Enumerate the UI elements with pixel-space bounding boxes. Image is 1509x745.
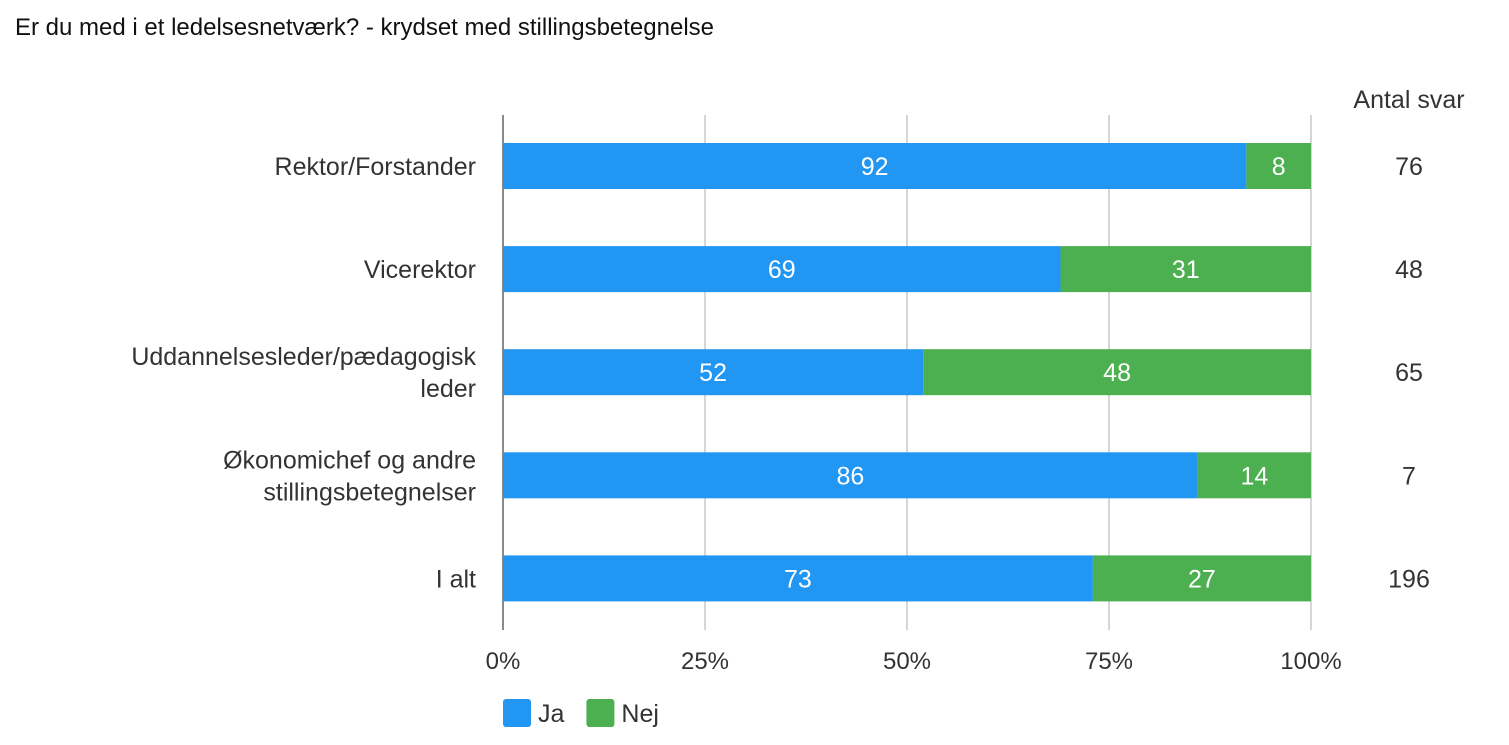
bar-segment-nej bbox=[1246, 143, 1311, 189]
x-tick-label: 0% bbox=[486, 648, 521, 675]
bar-segment-nej bbox=[1092, 555, 1311, 602]
count-value: 48 bbox=[1395, 256, 1423, 284]
category-label: Rektor/Forstander bbox=[275, 153, 476, 181]
x-axis-ticks: 0% 25% 50% 75% 100% bbox=[486, 648, 1342, 675]
bars: 92 8 69 31 52 48 86 14 73 27 bbox=[503, 143, 1311, 602]
bar-value-label: 8 bbox=[1272, 153, 1286, 181]
count-value: 7 bbox=[1402, 462, 1416, 490]
bar-value-label: 14 bbox=[1241, 462, 1269, 490]
count-header: Antal svar bbox=[1353, 86, 1464, 114]
category-label: Økonomichef og andre bbox=[223, 446, 476, 474]
bar-value-label: 52 bbox=[699, 359, 727, 387]
x-tick-label: 100% bbox=[1280, 648, 1341, 675]
count-value: 76 bbox=[1395, 153, 1423, 181]
count-value: 65 bbox=[1395, 359, 1423, 387]
chart-title: Er du med i et ledelsesnetværk? - krydse… bbox=[15, 14, 714, 41]
bar-segment-nej bbox=[923, 349, 1311, 396]
legend-swatch-ja bbox=[503, 699, 531, 727]
bar-value-label: 73 bbox=[784, 565, 812, 593]
bar-value-label: 27 bbox=[1188, 565, 1216, 593]
category-label: stillingsbetegnelser bbox=[263, 478, 476, 506]
category-label: leder bbox=[420, 375, 476, 403]
bar-value-label: 86 bbox=[837, 462, 865, 490]
bar-value-label: 92 bbox=[861, 153, 889, 181]
counts-column: Antal svar 76 48 65 7 196 bbox=[1353, 86, 1464, 593]
bar-segment-nej bbox=[1060, 246, 1311, 293]
bar-segment-ja bbox=[503, 246, 1061, 293]
legend-label-nej: Nej bbox=[621, 700, 659, 728]
legend-label-ja: Ja bbox=[538, 700, 565, 728]
category-labels: Rektor/Forstander Vicerektor Uddannelsesle… bbox=[131, 153, 476, 593]
x-tick-label: 50% bbox=[883, 648, 931, 675]
bar-segment-ja bbox=[503, 143, 1247, 189]
bar-segment-ja bbox=[503, 452, 1198, 499]
category-label: I alt bbox=[436, 565, 476, 593]
category-label: Uddannelsesleder/pædagogisk bbox=[131, 343, 476, 371]
bar-value-label: 48 bbox=[1103, 359, 1131, 387]
x-tick-label: 75% bbox=[1085, 648, 1133, 675]
bar-value-label: 31 bbox=[1172, 256, 1200, 284]
bar-segment-ja bbox=[503, 349, 924, 396]
count-value: 196 bbox=[1388, 565, 1430, 593]
x-tick-label: 25% bbox=[681, 648, 729, 675]
legend: Ja Nej bbox=[503, 699, 659, 728]
bar-segment-ja bbox=[503, 555, 1093, 602]
bar-value-label: 69 bbox=[768, 256, 796, 284]
category-label: Vicerektor bbox=[364, 256, 476, 284]
legend-swatch-nej bbox=[586, 699, 615, 727]
bar-segment-nej bbox=[1197, 452, 1311, 499]
